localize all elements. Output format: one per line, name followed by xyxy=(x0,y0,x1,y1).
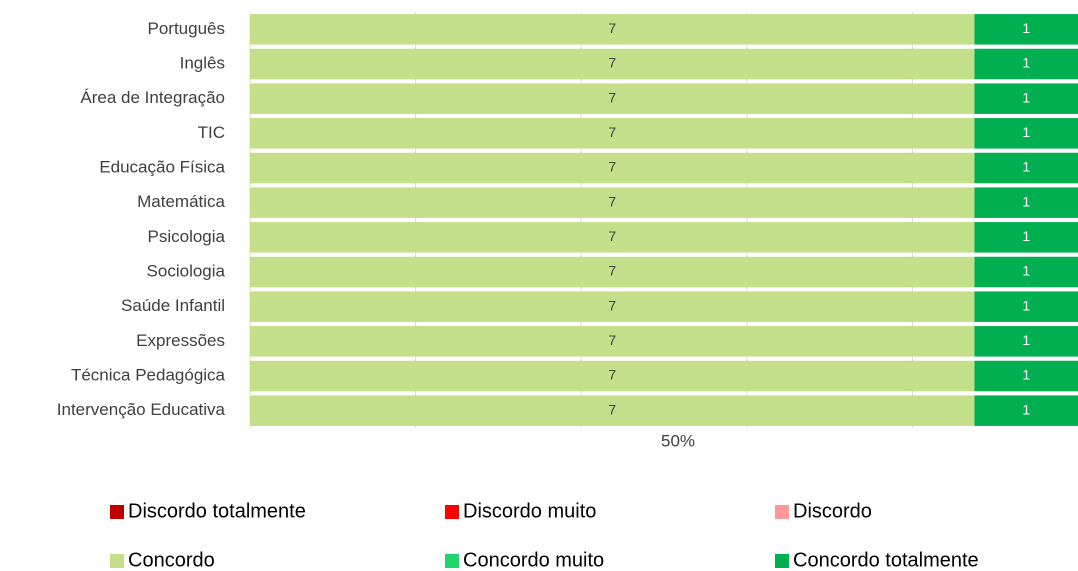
bar-segment xyxy=(974,222,1078,253)
data-label: 7 xyxy=(608,332,616,348)
legend-swatch xyxy=(445,505,459,519)
data-label: 7 xyxy=(608,263,616,279)
legend-label: Concordo muito xyxy=(463,549,604,571)
bar-segment xyxy=(974,256,1078,288)
data-label: 1 xyxy=(1022,367,1030,383)
bar-segment xyxy=(250,360,975,392)
legend-label: Discordo totalmente xyxy=(128,500,306,522)
bar-segment xyxy=(974,118,1078,149)
data-label: 1 xyxy=(1022,193,1030,209)
x-tick-label: 50% xyxy=(661,431,695,450)
data-label: 1 xyxy=(1022,55,1030,71)
data-label: 7 xyxy=(608,401,616,417)
legend-label: Concordo totalmente xyxy=(793,549,979,571)
bar-segment xyxy=(250,118,975,149)
data-label: 1 xyxy=(1022,297,1030,313)
legend-swatch xyxy=(775,554,789,568)
y-tick-label: Matemática xyxy=(137,192,225,211)
data-label: 1 xyxy=(1022,228,1030,244)
data-label: 1 xyxy=(1022,124,1030,140)
bar-segment xyxy=(250,326,975,357)
y-tick-label: TIC xyxy=(198,123,225,142)
data-label: 7 xyxy=(608,297,616,313)
data-label: 1 xyxy=(1022,89,1030,105)
bar-segment xyxy=(250,83,975,114)
bar-segment xyxy=(250,14,975,45)
bar-segment xyxy=(974,187,1078,218)
legend-swatch xyxy=(445,554,459,568)
bar-segment xyxy=(974,395,1078,426)
y-tick-label: Área de Integração xyxy=(80,88,225,107)
bar-segment xyxy=(974,48,1078,80)
legend-swatch xyxy=(110,554,124,568)
data-label: 1 xyxy=(1022,263,1030,279)
data-label: 1 xyxy=(1022,401,1030,417)
y-tick-label: Saúde Infantil xyxy=(121,296,225,315)
legend-label: Discordo xyxy=(793,500,872,522)
data-label: 1 xyxy=(1022,20,1030,36)
data-label: 7 xyxy=(608,124,616,140)
data-label: 7 xyxy=(608,193,616,209)
bar-segment xyxy=(250,395,975,426)
data-label: 7 xyxy=(608,228,616,244)
bar-segment xyxy=(250,152,975,184)
bar-segment xyxy=(250,187,975,218)
data-label: 7 xyxy=(608,20,616,36)
legend-swatch xyxy=(775,505,789,519)
y-tick-label: Expressões xyxy=(136,331,225,350)
y-tick-label: Inglês xyxy=(180,53,225,72)
bar-segment xyxy=(974,360,1078,392)
data-label: 1 xyxy=(1022,159,1030,175)
bar-segment xyxy=(974,83,1078,114)
y-tick-label: Educação Física xyxy=(99,157,225,176)
y-tick-label: Intervenção Educativa xyxy=(57,400,226,419)
y-tick-label: Sociologia xyxy=(147,261,226,280)
y-tick-label: Técnica Pedagógica xyxy=(71,365,226,384)
bar-segment xyxy=(250,256,975,288)
legend-label: Concordo xyxy=(128,549,215,571)
y-tick-label: Português xyxy=(148,19,226,38)
bar-segment xyxy=(974,326,1078,357)
bar-segment xyxy=(974,152,1078,184)
bar-segment xyxy=(250,291,975,322)
y-tick-label: Psicologia xyxy=(148,227,226,246)
legend-label: Discordo muito xyxy=(463,500,596,522)
data-label: 7 xyxy=(608,89,616,105)
data-label: 7 xyxy=(608,159,616,175)
bar-segment xyxy=(250,222,975,253)
bar-segment xyxy=(250,48,975,80)
bar-segment xyxy=(974,14,1078,45)
data-label: 7 xyxy=(608,367,616,383)
legend-swatch xyxy=(110,505,124,519)
data-label: 1 xyxy=(1022,332,1030,348)
bar-segment xyxy=(974,291,1078,322)
data-label: 7 xyxy=(608,55,616,71)
